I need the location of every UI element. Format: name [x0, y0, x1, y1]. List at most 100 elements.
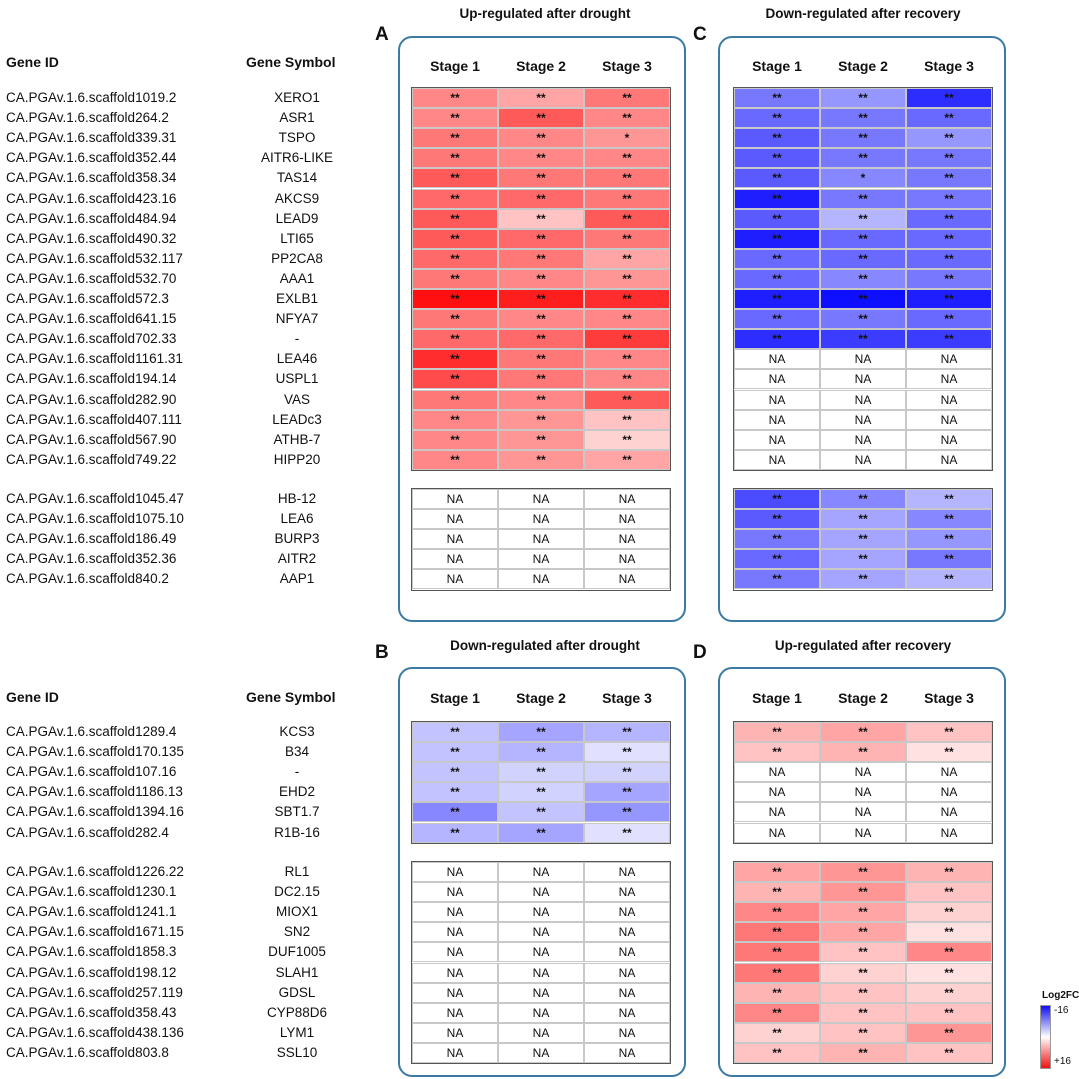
heatmap-cell-na: NA [498, 569, 584, 590]
heatmap-cell-na: NA [498, 1022, 584, 1043]
heatmap-cell-na: NA [734, 389, 820, 410]
heatmap-cell: ** [906, 742, 992, 763]
heatmap-cell: ** [906, 942, 992, 963]
heatmap-cell-na: NA [412, 489, 498, 510]
bottom-row-gene-id: CA.PGAv.1.6.scaffold170.135 [6, 744, 184, 760]
heatmap-cell: ** [734, 108, 820, 129]
top-row-gene-id: CA.PGAv.1.6.scaffold572.3 [6, 291, 169, 306]
heatmap-cell-na: NA [498, 1042, 584, 1063]
panel-b-frame [398, 667, 686, 1077]
heatmap-cell: ** [584, 268, 670, 289]
panel-b-letter: B [375, 642, 389, 663]
heatmap-cell: ** [906, 168, 992, 189]
heatmap-cell: ** [734, 962, 820, 983]
bottom-row-gene-symbol: SBT1.7 [274, 804, 320, 820]
top-row-gene-id: CA.PGAv.1.6.scaffold407.111 [6, 411, 182, 427]
heatmap-cell: ** [498, 429, 584, 450]
heatmap-cell: ** [734, 309, 820, 330]
panel-d-stage-3-header: Stage 3 [924, 690, 974, 706]
heatmap-cell-na: NA [906, 782, 992, 803]
heatmap-cell: ** [820, 722, 906, 743]
heatmap-cell-na: NA [412, 569, 498, 590]
panel-b-stage-1-header: Stage 1 [430, 690, 480, 706]
heatmap-cell-na: NA [412, 982, 498, 1003]
heatmap-cell: ** [498, 389, 584, 410]
heatmap-cell-na: NA [734, 802, 820, 823]
heatmap-cell: ** [584, 802, 670, 823]
top-row-gene-symbol: BURP3 [274, 531, 320, 547]
top-row-gene-symbol: TSPO [278, 130, 316, 146]
heatmap-cell: ** [820, 108, 906, 129]
heatmap-cell: ** [498, 762, 584, 783]
heatmap-cell-na: NA [734, 822, 820, 843]
heatmap-cell: ** [412, 289, 498, 310]
panel-b-stage-3-header: Stage 3 [602, 690, 652, 706]
heatmap-cell-na: NA [906, 429, 992, 450]
heatmap-cell: ** [906, 569, 992, 590]
heatmap-cell: ** [412, 762, 498, 783]
top-row-gene-id: CA.PGAv.1.6.scaffold532.70 [6, 270, 177, 286]
top-row-gene-symbol: AAA1 [279, 270, 315, 286]
heatmap-cell: ** [734, 862, 820, 883]
panel-b-stage-2-header: Stage 2 [516, 690, 566, 706]
heatmap-cell-na: NA [498, 962, 584, 983]
heatmap-cell: ** [734, 722, 820, 743]
top-row-gene-id: CA.PGAv.1.6.scaffold339.31 [6, 130, 177, 146]
heatmap-cell: ** [412, 248, 498, 269]
top-row-gene-id: CA.PGAv.1.6.scaffold749.22 [6, 451, 177, 467]
heatmap-cell: ** [906, 962, 992, 983]
panel-c-frame [718, 36, 1006, 622]
heatmap-cell: ** [734, 289, 820, 310]
heatmap-cell: ** [820, 1002, 906, 1023]
top-row-gene-id: CA.PGAv.1.6.scaffold282.90 [6, 391, 177, 407]
heatmap-cell: ** [734, 1022, 820, 1043]
bottom-row-gene-symbol: RL1 [284, 864, 310, 879]
heatmap-cell-na: NA [906, 409, 992, 430]
heatmap-cell: ** [734, 208, 820, 229]
legend-title: Log2FC [1042, 990, 1079, 1001]
heatmap-cell: * [820, 168, 906, 189]
heatmap-cell: ** [820, 188, 906, 209]
legend-bottom-label: +16 [1054, 1056, 1071, 1067]
heatmap-cell: ** [584, 188, 670, 209]
heatmap-cell-na: NA [584, 962, 670, 983]
heatmap-cell: ** [820, 309, 906, 330]
heatmap-cell-na: NA [734, 429, 820, 450]
bottom-row-gene-id: CA.PGAv.1.6.scaffold358.43 [6, 1004, 177, 1020]
heatmap-cell: ** [498, 802, 584, 823]
top-row-gene-symbol: TAS14 [276, 170, 318, 186]
top-row-gene-id: CA.PGAv.1.6.scaffold1045.47 [6, 491, 184, 506]
heatmap-cell: ** [584, 369, 670, 390]
top-row-gene-symbol: EXLB1 [275, 291, 319, 306]
heatmap-cell-na: NA [820, 822, 906, 843]
top-row-gene-id: CA.PGAv.1.6.scaffold352.44 [6, 150, 177, 166]
heatmap-cell: ** [906, 128, 992, 149]
heatmap-cell: ** [412, 722, 498, 743]
header-gene-symbol-top: Gene Symbol [246, 54, 336, 70]
heatmap-cell: ** [584, 349, 670, 370]
top-row-gene-id: CA.PGAv.1.6.scaffold352.36 [6, 551, 177, 567]
heatmap-cell: ** [734, 489, 820, 510]
top-row-gene-id: CA.PGAv.1.6.scaffold1161.31 [6, 351, 183, 367]
heatmap-cell-na: NA [412, 902, 498, 923]
heatmap-cell: ** [820, 882, 906, 903]
heatmap-cell: ** [906, 1002, 992, 1023]
bottom-row-gene-symbol: SLAH1 [275, 964, 319, 980]
heatmap-cell: ** [412, 802, 498, 823]
header-gene-id-bottom: Gene ID [6, 689, 59, 705]
top-row-gene-symbol: LEADc3 [272, 411, 322, 427]
heatmap-cell: ** [584, 309, 670, 330]
legend-colorbar [1040, 1005, 1051, 1069]
heatmap-cell: ** [498, 188, 584, 209]
heatmap-cell: ** [498, 409, 584, 430]
panel-a-letter: A [375, 24, 389, 45]
heatmap-cell: ** [820, 268, 906, 289]
heatmap-cell: ** [412, 108, 498, 129]
heatmap-cell-na: NA [584, 549, 670, 570]
heatmap-cell: ** [906, 148, 992, 169]
heatmap-cell-na: NA [584, 922, 670, 943]
panel-a-stage-2-header: Stage 2 [516, 58, 566, 74]
heatmap-cell: ** [906, 1042, 992, 1063]
heatmap-cell: ** [412, 742, 498, 763]
bottom-row-gene-id: CA.PGAv.1.6.scaffold1289.4 [6, 724, 177, 739]
